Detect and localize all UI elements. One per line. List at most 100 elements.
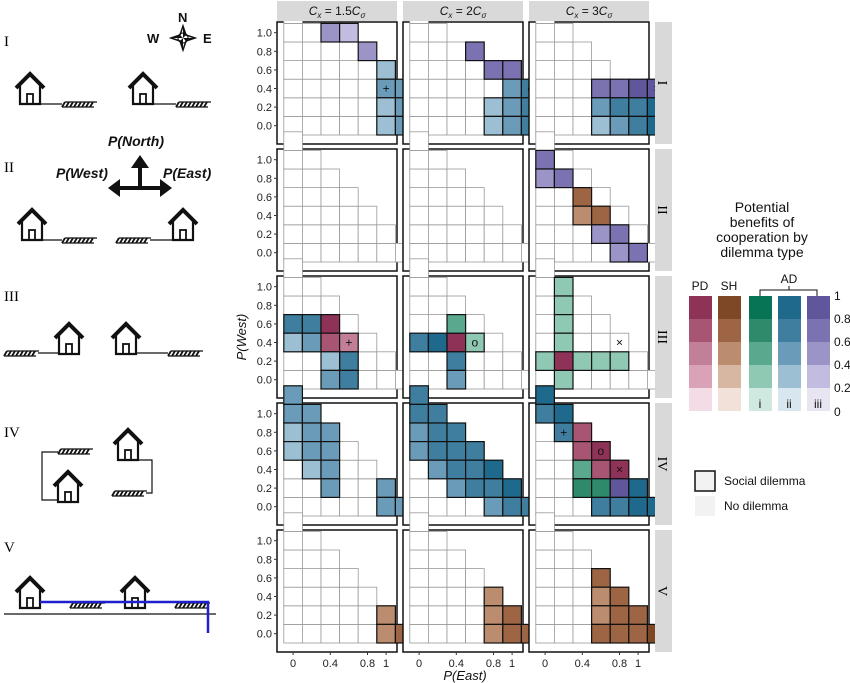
heat-cell (553, 351, 574, 371)
legend-swatch-ad-iii (807, 296, 830, 319)
column-strip-1: Cx = 1.5Cσ (277, 1, 397, 21)
grid-cell (301, 624, 322, 644)
grid-cell (357, 242, 378, 263)
grid-cell (339, 187, 359, 207)
grid-cell (609, 205, 630, 226)
y-tick-label: 0.0 (257, 121, 272, 133)
heat-cell (409, 441, 429, 461)
grid-cell (554, 605, 574, 625)
grid-cell (427, 168, 448, 189)
grid-cell (572, 60, 593, 80)
heat-cell (502, 78, 522, 99)
grid-cell (301, 22, 322, 43)
grid-cell (301, 205, 322, 226)
grid-cell (554, 478, 574, 498)
heat-cell (502, 478, 522, 498)
legend-swatch-ad-i (749, 296, 772, 319)
grid-cell (357, 351, 378, 371)
heat-cell (283, 332, 303, 353)
grid-cell (409, 586, 429, 607)
grid-cell (572, 116, 593, 136)
x-tick-label: 0.8 (486, 658, 501, 670)
grid-cell (609, 369, 630, 390)
y-tick-label: 0.0 (257, 248, 272, 260)
heat-cell (446, 369, 467, 390)
grid-cell (301, 41, 322, 62)
grid-cell (572, 242, 593, 263)
grid-cell (446, 116, 467, 136)
legend-group-pd: PD (692, 279, 709, 293)
grid-cell (283, 60, 303, 80)
grid-cell (427, 149, 448, 170)
row-label-4: IV (654, 457, 669, 472)
scenario-label-i: I (4, 34, 9, 50)
heat-cell (409, 403, 429, 424)
panel-4-1: 0.0 0.2 0.4 0.6 0.8 1.0 (257, 385, 415, 526)
column-strip-2: Cx = 2Cσ (403, 1, 523, 21)
legend-swatch-sh (718, 296, 741, 319)
heat-cell (483, 97, 504, 118)
grid-cell (339, 605, 359, 625)
grid-cell (535, 531, 555, 551)
heat-cell (301, 459, 322, 480)
legend-social-dilemma-label: Social dilemma (724, 474, 806, 488)
y-tick-label: 0.0 (257, 502, 272, 514)
grid-cell (535, 568, 555, 588)
grid-cell (283, 605, 303, 625)
grid-cell (572, 568, 593, 588)
grid-cell (409, 22, 429, 43)
grid-cell (320, 97, 341, 117)
grid-cell (446, 205, 467, 226)
grid-cell (301, 276, 322, 297)
grid-cell (409, 258, 429, 278)
grid-cell (339, 224, 359, 244)
grid-cell (357, 586, 378, 607)
legend-title-line-2: benefits of (730, 214, 795, 230)
grid-cell (446, 586, 467, 607)
y-tick-label: 1.0 (257, 536, 272, 548)
scenario-label-iv: IV (4, 425, 20, 441)
grid-cell (465, 60, 485, 80)
heat-cell (628, 242, 648, 263)
panel-4-2 (402, 385, 541, 526)
legend-scale-0-6: 0.6 (834, 335, 850, 349)
legend-swatch-pd (689, 388, 712, 411)
x-axis-title: P(East) (443, 668, 486, 683)
heat-cell (590, 351, 611, 371)
grid-cell (339, 624, 359, 644)
grid-cell (283, 478, 303, 498)
heat-cell (283, 403, 303, 424)
grid-cell (301, 97, 322, 117)
x-tick-label: 1 (509, 658, 515, 670)
row-strips: I II III IV V (654, 22, 672, 652)
heat-cell (427, 441, 448, 461)
heat-cell (590, 605, 611, 625)
grid-cell (357, 605, 378, 625)
grid-cell (628, 369, 648, 390)
y-tick-label: 0.8 (257, 173, 272, 185)
heat-cell (483, 59, 504, 80)
grid-cell (357, 116, 378, 136)
grid-cell (554, 78, 574, 99)
legend-no-dilemma-swatch (695, 496, 715, 516)
x-tick-label: 1 (635, 658, 641, 670)
grid-cell (427, 496, 448, 517)
grid-cell (357, 97, 378, 117)
heat-cell (553, 168, 574, 189)
heat-cell (409, 422, 429, 443)
grid-cell (572, 314, 593, 334)
grid-cell (591, 242, 611, 263)
grid-cell (339, 568, 359, 588)
panel-4-3: + o × (528, 385, 667, 526)
grid-cell (554, 60, 574, 80)
y-tick-label: 0.0 (257, 375, 272, 387)
heat-cell (609, 78, 630, 99)
panel-2-3 (528, 131, 667, 272)
heat-cell (465, 41, 485, 62)
legend-sub-i: i (759, 397, 762, 411)
grid-cell (283, 131, 303, 151)
column-label-1: Cx = 1.5Cσ (309, 4, 367, 20)
grid-cell (535, 332, 555, 353)
grid-cell (427, 478, 448, 498)
grid-cell (283, 78, 303, 99)
